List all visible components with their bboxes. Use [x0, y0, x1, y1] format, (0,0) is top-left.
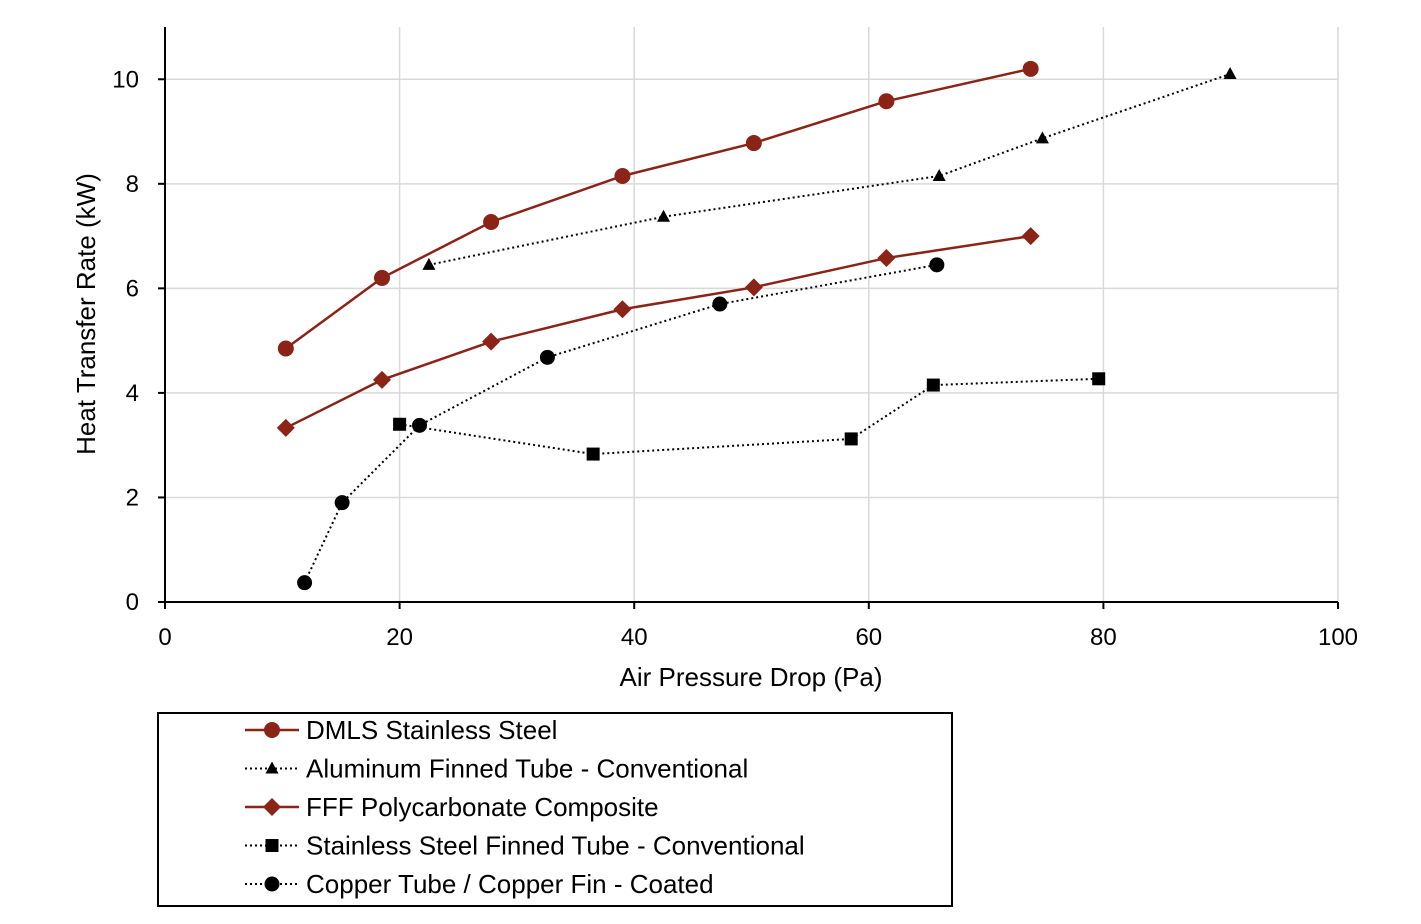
series-2: [276, 227, 1040, 437]
data-point: [929, 257, 945, 273]
x-tick-label: 0: [158, 624, 171, 651]
legend-label: Aluminum Finned Tube - Conventional: [306, 754, 748, 784]
legend-label: DMLS Stainless Steel: [306, 715, 557, 745]
y-tick-label: 8: [126, 171, 139, 198]
x-tick-label: 100: [1318, 624, 1358, 651]
series-3: [393, 372, 1106, 461]
data-point: [373, 370, 392, 389]
x-tick-label: 40: [621, 624, 648, 651]
y-tick-label: 2: [126, 484, 139, 511]
series-line: [428, 73, 1231, 266]
data-point: [334, 495, 350, 511]
legend-label: Stainless Steel Finned Tube - Convention…: [306, 831, 805, 861]
data-point: [393, 417, 407, 431]
data-point: [1035, 131, 1049, 144]
data-point: [932, 168, 946, 181]
data-point: [1223, 67, 1237, 80]
series-line: [285, 67, 1031, 350]
legend-swatch-marker: [263, 798, 281, 816]
x-tick-label: 60: [855, 624, 882, 651]
data-point: [483, 213, 500, 230]
legend-swatch-marker: [264, 722, 280, 738]
legend-item: Stainless Steel Finned Tube - Convention…: [245, 831, 805, 861]
data-point: [539, 349, 555, 365]
x-axis-title: Air Pressure Drop (Pa): [620, 662, 883, 692]
y-tick-label: 0: [126, 589, 139, 616]
data-point: [297, 575, 313, 591]
legend-item: Aluminum Finned Tube - Conventional: [245, 754, 748, 784]
data-point: [877, 249, 896, 268]
data-point: [422, 257, 436, 270]
series-line: [399, 377, 1099, 456]
data-point: [745, 135, 762, 152]
series-line: [285, 234, 1031, 430]
axes: [164, 27, 1338, 603]
data-point: [657, 209, 671, 222]
y-tick-label: 4: [126, 380, 139, 407]
legend-label: FFF Polycarbonate Composite: [306, 792, 659, 822]
data-point: [1022, 60, 1039, 77]
data-point: [586, 447, 600, 461]
series-0: [277, 60, 1039, 357]
data-point: [412, 417, 428, 433]
data-point: [374, 269, 391, 286]
data-point: [926, 378, 940, 392]
data-point: [878, 93, 895, 110]
data-point: [1021, 227, 1040, 246]
series-4: [297, 257, 945, 591]
x-tick-label: 80: [1090, 624, 1117, 651]
legend-swatch-marker: [265, 761, 279, 774]
data-point: [844, 432, 858, 446]
legend-item: Copper Tube / Copper Fin - Coated: [245, 869, 714, 899]
y-tick-label: 6: [126, 275, 139, 302]
series-line: [303, 263, 938, 584]
grid-lines: [158, 27, 1339, 609]
legend-swatch-marker: [265, 839, 279, 852]
y-axis-title: Heat Transfer Rate (kW): [71, 173, 101, 455]
series-1: [422, 67, 1237, 270]
legend-swatch-marker: [264, 876, 280, 892]
legend-box: [157, 712, 953, 907]
legend-item: FFF Polycarbonate Composite: [245, 792, 659, 822]
data-point: [482, 332, 501, 351]
x-tick-label: 20: [386, 624, 413, 651]
data-point: [1092, 372, 1106, 386]
legend-item: DMLS Stainless Steel: [245, 715, 557, 745]
data-point: [712, 296, 728, 312]
legend: DMLS Stainless Steel Aluminum Finned Tube…: [157, 712, 953, 907]
data-point: [744, 278, 763, 297]
legend-label: Copper Tube / Copper Fin - Coated: [306, 869, 714, 899]
data-point: [276, 418, 295, 437]
series-layer: [276, 60, 1237, 591]
data-point: [614, 167, 631, 184]
y-tick-label: 10: [112, 66, 139, 93]
data-point: [277, 340, 294, 357]
data-point: [613, 300, 632, 319]
x-tick-labels: 0 20 40 60 80 100: [158, 624, 1358, 651]
y-tick-labels: 0 2 4 6 8 10: [112, 66, 139, 616]
